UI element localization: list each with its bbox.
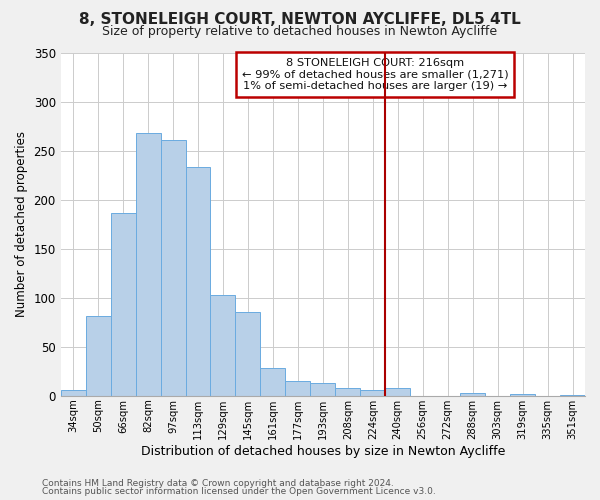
Text: 8 STONELEIGH COURT: 216sqm
← 99% of detached houses are smaller (1,271)
1% of se: 8 STONELEIGH COURT: 216sqm ← 99% of deta…	[242, 58, 509, 91]
Bar	[335, 388, 360, 396]
Bar	[510, 394, 535, 396]
Y-axis label: Number of detached properties: Number of detached properties	[15, 131, 28, 317]
Bar	[460, 393, 485, 396]
Bar	[260, 368, 286, 396]
Bar	[360, 390, 385, 396]
Bar	[61, 390, 86, 396]
Bar	[185, 168, 211, 396]
X-axis label: Distribution of detached houses by size in Newton Aycliffe: Distribution of detached houses by size …	[140, 444, 505, 458]
Bar	[110, 214, 136, 396]
Bar	[560, 395, 585, 396]
Text: Size of property relative to detached houses in Newton Aycliffe: Size of property relative to detached ho…	[103, 25, 497, 38]
Bar	[385, 388, 410, 396]
Bar	[235, 312, 260, 396]
Bar	[161, 140, 185, 396]
Bar	[286, 381, 310, 396]
Bar	[86, 316, 110, 396]
Text: Contains public sector information licensed under the Open Government Licence v3: Contains public sector information licen…	[42, 487, 436, 496]
Text: Contains HM Land Registry data © Crown copyright and database right 2024.: Contains HM Land Registry data © Crown c…	[42, 478, 394, 488]
Bar	[136, 133, 161, 396]
Bar	[211, 295, 235, 396]
Text: 8, STONELEIGH COURT, NEWTON AYCLIFFE, DL5 4TL: 8, STONELEIGH COURT, NEWTON AYCLIFFE, DL…	[79, 12, 521, 28]
Bar	[310, 383, 335, 396]
